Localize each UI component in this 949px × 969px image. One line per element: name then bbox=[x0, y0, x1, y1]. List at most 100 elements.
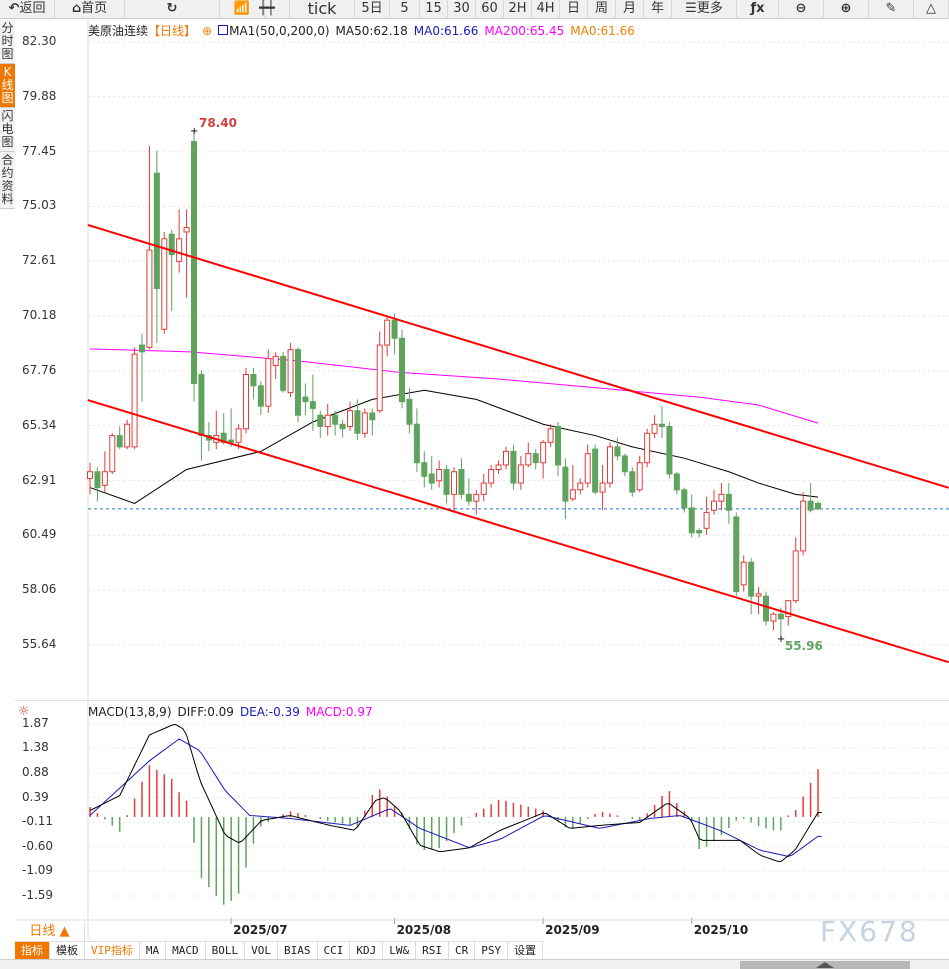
toolbar-period-7-button[interactable]: 5 bbox=[390, 0, 420, 19]
tab-kdj[interactable]: KDJ bbox=[350, 942, 384, 959]
toolbar-label: 更多 bbox=[696, 1, 723, 16]
tab-psy[interactable]: PSY bbox=[475, 942, 509, 959]
toolbar-back-arrow-button[interactable]: ↶返回 bbox=[0, 0, 55, 19]
ma50-line bbox=[89, 389, 819, 504]
toolbar-label: 日 bbox=[566, 1, 580, 16]
toolbar-period-8-button[interactable]: 15 bbox=[420, 0, 448, 19]
tab-vip指标[interactable]: VIP指标 bbox=[85, 942, 140, 959]
left-tab-flash-chart[interactable]: 闪电图 bbox=[0, 108, 15, 152]
toolbar-period-16-button[interactable]: 年 bbox=[644, 0, 672, 19]
tab-vol[interactable]: VOL bbox=[245, 942, 278, 959]
dea-value: DEA:-0.39 bbox=[239, 705, 300, 719]
diff-value: DIFF:0.09 bbox=[177, 705, 234, 719]
toolbar-candlestick-button[interactable]: ┿┿ bbox=[245, 0, 290, 19]
left-tabs: 分时图 K线图 闪电图 合约资料 bbox=[0, 20, 15, 209]
main-legend: 美原油连续【日线】 ⊕ MA1(50,0,200,0) MA50:62.18 MA0:6… bbox=[88, 22, 641, 39]
tab-boll[interactable]: BOLL bbox=[205, 942, 246, 959]
toolbar-refresh-button[interactable]: ↻ bbox=[125, 0, 220, 19]
toolbar-period-13-button[interactable]: 日 bbox=[560, 0, 588, 19]
horizontal-scrollbar[interactable] bbox=[0, 959, 949, 969]
toolbar-period-11-button[interactable]: 2H bbox=[504, 0, 532, 19]
tab-cci[interactable]: CCI bbox=[317, 942, 351, 959]
toolbar-zoom-in-button[interactable]: ⊕ bbox=[824, 0, 869, 19]
menu-icon: ☰ bbox=[685, 1, 697, 16]
toolbar-home-button[interactable]: ⌂首页 bbox=[55, 0, 125, 19]
triangle-icon: △ bbox=[926, 1, 936, 16]
candle bbox=[228, 439, 235, 443]
y-tick-label: 82.30 bbox=[22, 34, 57, 48]
period-selector-button[interactable]: 日线 ▲ bbox=[15, 922, 85, 941]
candle bbox=[153, 172, 160, 290]
candle bbox=[428, 473, 435, 484]
candle bbox=[384, 319, 391, 346]
candle bbox=[777, 613, 784, 620]
candle bbox=[399, 337, 405, 403]
y-tick-label: 62.91 bbox=[22, 472, 57, 487]
candle bbox=[347, 410, 353, 428]
toolbar-fx-button[interactable]: ƒx bbox=[737, 0, 779, 19]
y-tick-label: 60.49 bbox=[22, 527, 57, 542]
candle bbox=[711, 500, 717, 511]
candle bbox=[295, 349, 301, 416]
low-price-label: 55.96 bbox=[785, 639, 823, 653]
macd-legend: MACD(13,8,9) DIFF:0.09 DEA:-0.39 MACD:0.97 bbox=[88, 705, 379, 719]
toolbar-pen-button[interactable]: ✎ bbox=[869, 0, 914, 19]
left-tab-time-chart[interactable]: 分时图 bbox=[0, 20, 15, 64]
left-tab-contract-info[interactable]: 合约资料 bbox=[0, 152, 15, 209]
toolbar-period-14-button[interactable]: 周 bbox=[588, 0, 616, 19]
toolbar-period-9-button[interactable]: 30 bbox=[448, 0, 476, 19]
toolbar-period-10-button[interactable]: 60 bbox=[476, 0, 504, 19]
candle bbox=[332, 414, 339, 425]
tab-macd[interactable]: MACD bbox=[166, 942, 206, 959]
candle bbox=[317, 414, 324, 428]
x-tick-label: 2025/10 bbox=[693, 923, 749, 937]
toolbar-zoom-out-button[interactable]: ⊖ bbox=[779, 0, 824, 19]
candle bbox=[376, 344, 383, 412]
scrollbar-thumb[interactable] bbox=[740, 961, 910, 969]
candle bbox=[488, 468, 495, 484]
toolbar-label: 30 bbox=[453, 1, 470, 16]
candle bbox=[257, 385, 264, 407]
tab-ma[interactable]: MA bbox=[139, 942, 167, 959]
macd-y-tick-label: -1.59 bbox=[22, 888, 54, 902]
tab-设置[interactable]: 设置 bbox=[508, 942, 544, 959]
tab-lw&[interactable]: LW& bbox=[383, 942, 417, 959]
refresh-icon: ↻ bbox=[166, 1, 178, 16]
toolbar-label: 5 bbox=[400, 1, 409, 16]
candle bbox=[569, 489, 576, 500]
settings-icon[interactable]: ⊕ bbox=[202, 24, 213, 38]
left-tab-k-chart[interactable]: K线图 bbox=[0, 64, 15, 108]
candle bbox=[703, 511, 710, 529]
toolbar-period-12-button[interactable]: 4H bbox=[532, 0, 560, 19]
ma50-value: MA50:62.18 bbox=[335, 24, 408, 38]
candle bbox=[763, 595, 769, 622]
toolbar-label: 60 bbox=[481, 1, 498, 16]
candle bbox=[740, 561, 747, 586]
macd-y-tick-label: 0.88 bbox=[22, 765, 49, 780]
toolbar-period-6-button[interactable]: 5日 bbox=[355, 0, 390, 19]
x-tick-label: 2025/07 bbox=[233, 923, 288, 937]
tab-rsi[interactable]: RSI bbox=[416, 942, 449, 959]
x-tick-label: 2025/08 bbox=[396, 923, 452, 937]
tab-指标[interactable]: 指标 bbox=[15, 942, 50, 959]
macd-settings-icon[interactable]: ☼ bbox=[18, 704, 30, 719]
candle bbox=[369, 412, 376, 421]
x-tick-label: 2025/09 bbox=[545, 923, 600, 937]
toolbar-chart-bars-button[interactable]: 📶 bbox=[220, 0, 265, 19]
candle bbox=[124, 423, 131, 448]
toolbar-period-15-button[interactable]: 月 bbox=[616, 0, 644, 19]
tab-cr[interactable]: CR bbox=[449, 942, 476, 959]
toolbar-period-5-button[interactable]: tick bbox=[290, 0, 355, 19]
zoom-in-icon: ⊕ bbox=[840, 1, 852, 16]
toolbar-menu-button[interactable]: ☰更多 bbox=[672, 0, 737, 19]
tab-模板[interactable]: 模板 bbox=[50, 942, 85, 959]
candle bbox=[465, 493, 472, 502]
tab-bias[interactable]: BIAS bbox=[278, 942, 318, 959]
candle bbox=[815, 502, 821, 510]
candle bbox=[265, 358, 272, 407]
candle bbox=[109, 435, 116, 473]
indicator-icon[interactable] bbox=[218, 25, 229, 35]
candle bbox=[339, 423, 346, 430]
y-tick-label: 55.64 bbox=[22, 637, 57, 651]
